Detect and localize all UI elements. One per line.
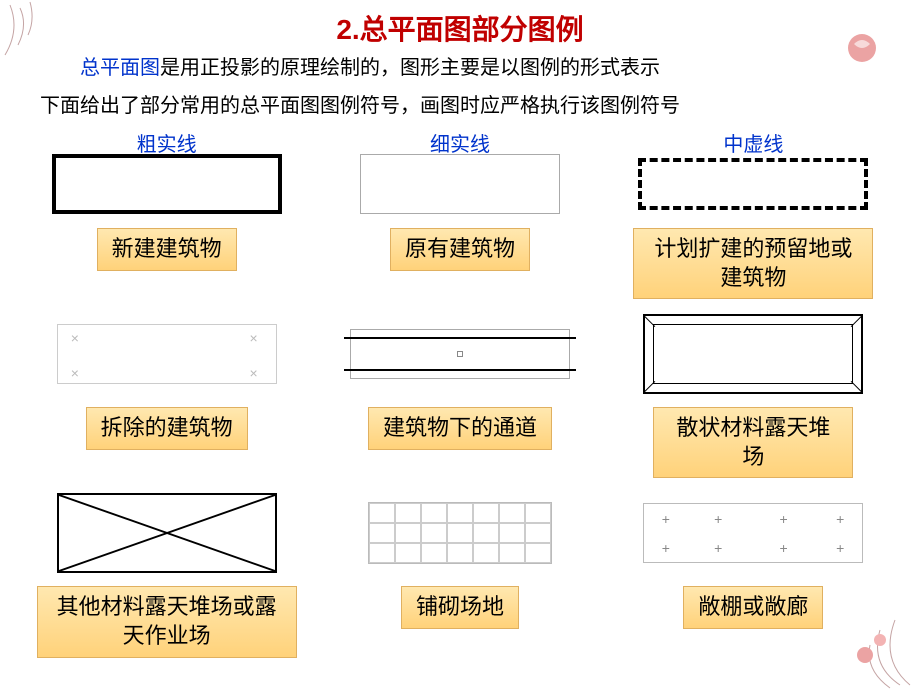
symbol-passage: [340, 309, 580, 399]
intro-highlight: 总平面图: [80, 57, 160, 79]
page-title: 2.总平面图部分图例: [0, 0, 920, 48]
caption-passage: 建筑物下的通道: [368, 407, 552, 450]
deco-top-right: [844, 30, 880, 66]
shed-icon: ++++++++: [643, 503, 863, 563]
intro-line-2: 下面给出了部分常用的总平面图图例符号，画图时应严格执行该图例符号: [0, 86, 920, 124]
cross-rect-icon: [57, 493, 277, 573]
caption-existing-building: 原有建筑物: [390, 228, 530, 271]
rect-dashed-icon: [638, 158, 868, 210]
legend-cell-thin: 细实线 原有建筑物: [323, 130, 596, 299]
intro-line-1: 总平面图是用正投影的原理绘制的，图形主要是以图例的形式表示: [0, 48, 920, 86]
symbol-cross: [47, 488, 287, 578]
line-label-dashed: 中虚线: [633, 128, 873, 157]
symbol-dashed: 中虚线: [633, 130, 873, 220]
legend-cell-bulk: 散状材料露天堆场: [617, 309, 890, 478]
rect-demolish-icon: × × × ×: [57, 324, 277, 384]
legend-cell-thick: 粗实线 新建建筑物: [30, 130, 303, 299]
legend-cell-passage: 建筑物下的通道: [323, 309, 596, 478]
symbol-thick-solid: 粗实线: [47, 130, 287, 220]
symbol-thin-solid: 细实线: [340, 130, 580, 220]
legend-cell-cross: 其他材料露天堆场或露天作业场: [30, 488, 303, 657]
symbol-shed: ++++++++: [633, 488, 873, 578]
passage-icon: [350, 319, 570, 389]
rect-thick-icon: [52, 154, 282, 214]
deco-bottom-right: [810, 600, 920, 690]
caption-paving: 铺砌场地: [401, 586, 519, 629]
bulk-icon: [643, 314, 863, 394]
rect-thin-icon: [360, 154, 560, 214]
line-label-thin: 细实线: [340, 128, 580, 157]
intro-text-1: 是用正投影的原理绘制的，图形主要是以图例的形式表示: [160, 57, 660, 79]
caption-other-yard: 其他材料露天堆场或露天作业场: [37, 586, 297, 657]
deco-top-left: [0, 0, 70, 70]
caption-demolish: 拆除的建筑物: [86, 407, 248, 450]
legend-cell-dashed: 中虚线 计划扩建的预留地或建筑物: [617, 130, 890, 299]
legend-cell-demolish: × × × × 拆除的建筑物: [30, 309, 303, 478]
symbol-demolish: × × × ×: [47, 309, 287, 399]
caption-planned-building: 计划扩建的预留地或建筑物: [633, 228, 873, 299]
symbol-bulk: [633, 309, 873, 399]
legend-cell-paving: 铺砌场地: [323, 488, 596, 657]
caption-new-building: 新建建筑物: [97, 228, 237, 271]
symbol-paving: [340, 488, 580, 578]
grid-icon: [368, 502, 552, 564]
legend-grid: 粗实线 新建建筑物 细实线 原有建筑物 中虚线 计划扩建的预留地或建筑物 × ×…: [0, 124, 920, 668]
line-label-thick: 粗实线: [47, 128, 287, 157]
caption-bulk: 散状材料露天堆场: [653, 407, 853, 478]
caption-shed: 敞棚或敞廊: [683, 586, 823, 629]
